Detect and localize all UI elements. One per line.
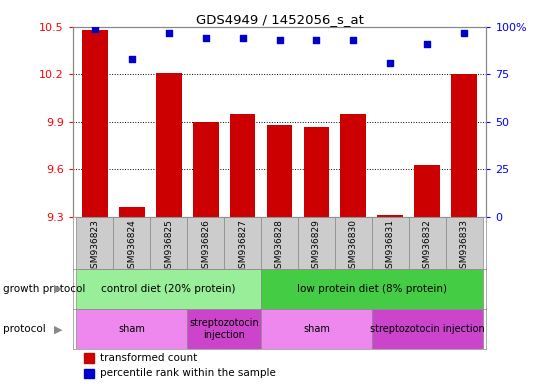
Point <box>91 26 100 32</box>
Text: GSM936832: GSM936832 <box>423 219 432 274</box>
Text: GSM936833: GSM936833 <box>459 219 468 274</box>
Point <box>164 30 173 36</box>
Bar <box>446 217 482 269</box>
Text: streptozotocin injection: streptozotocin injection <box>370 324 485 334</box>
Text: GSM936831: GSM936831 <box>386 219 395 274</box>
Text: control diet (20% protein): control diet (20% protein) <box>101 284 236 294</box>
Text: GSM936823: GSM936823 <box>91 219 100 274</box>
Text: growth protocol: growth protocol <box>3 284 85 294</box>
Bar <box>150 217 187 269</box>
Bar <box>335 217 372 269</box>
Bar <box>304 127 329 217</box>
Bar <box>230 114 255 217</box>
Point <box>386 60 395 66</box>
Bar <box>224 217 261 269</box>
Point <box>238 35 247 41</box>
Title: GDS4949 / 1452056_s_at: GDS4949 / 1452056_s_at <box>196 13 363 26</box>
Bar <box>409 217 446 269</box>
Bar <box>372 217 409 269</box>
Text: GSM936827: GSM936827 <box>238 219 247 274</box>
Bar <box>113 217 150 269</box>
Text: ▶: ▶ <box>54 284 63 294</box>
Bar <box>377 215 403 217</box>
Text: GSM936824: GSM936824 <box>127 219 136 274</box>
Bar <box>156 73 182 217</box>
Bar <box>77 217 113 269</box>
Text: streptozotocin
injection: streptozotocin injection <box>190 318 259 340</box>
Text: low protein diet (8% protein): low protein diet (8% protein) <box>297 284 447 294</box>
Text: transformed count: transformed count <box>100 353 197 363</box>
Bar <box>77 269 261 309</box>
Bar <box>187 217 224 269</box>
Text: sham: sham <box>119 324 145 334</box>
Bar <box>340 114 366 217</box>
Bar <box>267 125 292 217</box>
Text: ▶: ▶ <box>54 324 63 334</box>
Point <box>312 37 321 43</box>
Bar <box>451 74 477 217</box>
Point <box>349 37 358 43</box>
Text: percentile rank within the sample: percentile rank within the sample <box>100 368 276 379</box>
Bar <box>261 217 298 269</box>
Text: GSM936826: GSM936826 <box>201 219 210 274</box>
Bar <box>298 217 335 269</box>
Bar <box>187 309 261 349</box>
Bar <box>119 207 145 217</box>
Text: protocol: protocol <box>3 324 45 334</box>
Bar <box>82 30 108 217</box>
Bar <box>77 309 187 349</box>
Text: sham: sham <box>303 324 330 334</box>
Point <box>201 35 210 41</box>
Text: GSM936830: GSM936830 <box>349 219 358 274</box>
Text: GSM936829: GSM936829 <box>312 219 321 274</box>
Bar <box>372 309 482 349</box>
Point <box>423 41 432 47</box>
Point <box>127 56 136 62</box>
Text: GSM936825: GSM936825 <box>164 219 173 274</box>
Point <box>459 30 468 36</box>
Bar <box>261 269 482 309</box>
Text: GSM936828: GSM936828 <box>275 219 284 274</box>
Bar <box>261 309 372 349</box>
Bar <box>193 122 219 217</box>
Point <box>275 37 284 43</box>
Bar <box>414 165 440 217</box>
